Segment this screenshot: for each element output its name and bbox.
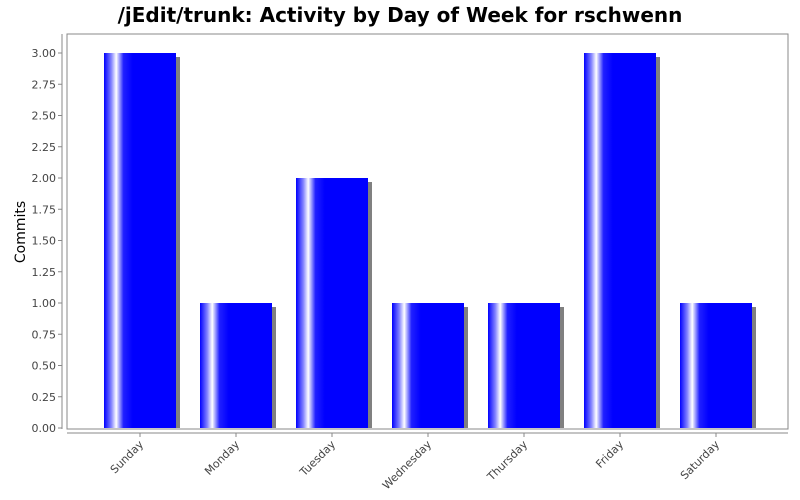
bar <box>680 303 752 428</box>
y-tick-label: 1.50 <box>32 235 57 248</box>
y-tick-label: 1.00 <box>32 297 57 310</box>
bar <box>584 53 656 428</box>
bars <box>104 53 756 428</box>
y-tick-label: 3.00 <box>32 47 57 60</box>
chart-title: /jEdit/trunk: Activity by Day of Week fo… <box>118 3 683 27</box>
y-tick-label: 0.50 <box>32 360 57 373</box>
y-tick-label: 2.00 <box>32 172 57 185</box>
x-tick-label: Thursday <box>484 438 530 484</box>
bar <box>200 303 272 428</box>
y-tick-label: 1.75 <box>32 203 57 216</box>
bar <box>104 53 176 428</box>
bar <box>488 303 560 428</box>
y-tick-label: 0.00 <box>32 422 57 435</box>
y-tick-label: 2.25 <box>32 141 57 154</box>
x-tick-label: Tuesday <box>297 438 339 480</box>
x-tick-label: Sunday <box>108 438 147 477</box>
x-axis: Sunday Monday Tuesday Wednesday Thursday Frid… <box>67 432 788 493</box>
y-axis-label: Commits <box>13 201 29 263</box>
x-tick-label: Wednesday <box>380 438 435 493</box>
bar <box>392 303 464 428</box>
x-tick-label: Friday <box>593 438 626 471</box>
y-tick-label: 2.50 <box>32 110 57 123</box>
y-tick-label: 2.75 <box>32 78 57 91</box>
y-axis: 0.00 0.25 0.50 0.75 1.00 1.25 1.50 1.75 2.00 2.25… <box>32 34 63 435</box>
y-tick-label: 0.25 <box>32 391 57 404</box>
y-tick-label: 0.75 <box>32 328 57 341</box>
bar <box>296 178 368 428</box>
x-tick-label: Monday <box>202 438 242 478</box>
x-tick-label: Saturday <box>678 438 723 483</box>
y-tick-label: 1.25 <box>32 266 57 279</box>
